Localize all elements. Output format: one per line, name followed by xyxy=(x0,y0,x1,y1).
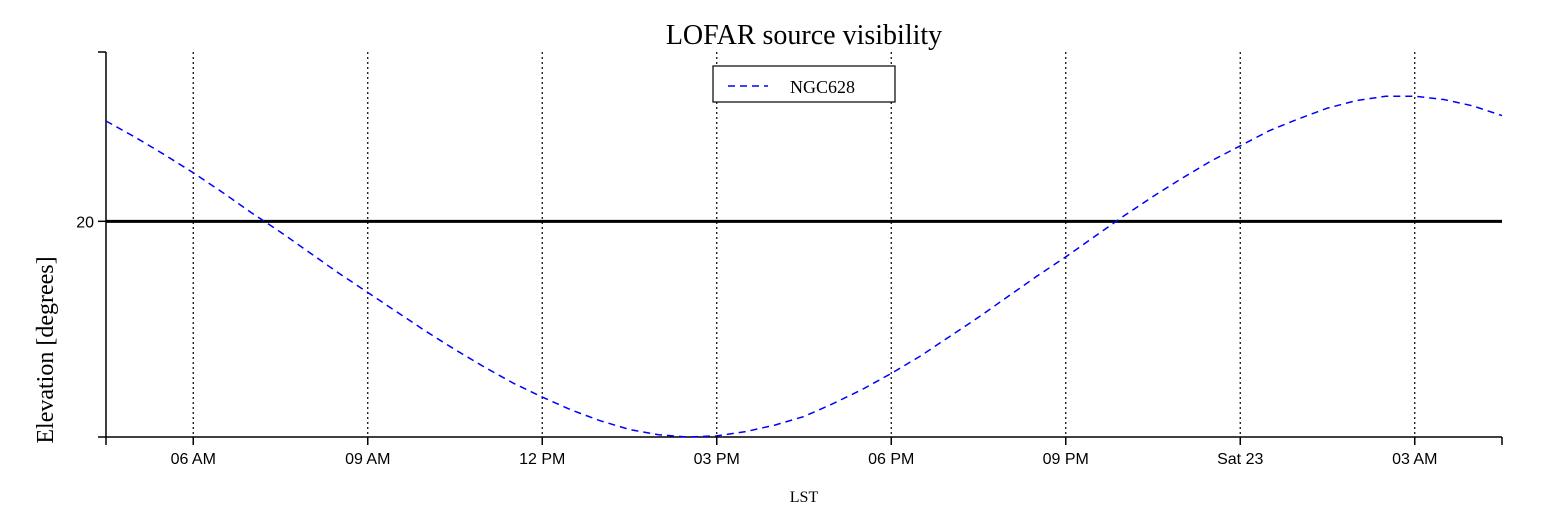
x-tick-label-5: 09 PM xyxy=(1043,451,1089,468)
vertical-gridlines xyxy=(192,52,1416,437)
x-tick-label-1: 09 AM xyxy=(345,451,390,468)
series-line-ngc628 xyxy=(105,95,1503,438)
legend-box xyxy=(712,65,896,103)
x-axis-label: LST xyxy=(790,489,819,506)
x-tick-label-0: 06 AM xyxy=(171,451,216,468)
series-lines xyxy=(105,95,1503,438)
legend: NGC628 xyxy=(712,65,896,103)
x-tick-label-2: 12 PM xyxy=(519,451,565,468)
chart-title: LOFAR source visibility xyxy=(666,20,942,51)
x-axis-ticks: 06 AM 09 AM 12 PM 03 PM 06 PM 09 PM Sat 23 03 A… xyxy=(171,437,1437,468)
x-tick-label-3: 03 PM xyxy=(694,451,740,468)
x-tick-label-7: 03 AM xyxy=(1392,451,1437,468)
legend-label-ngc628: NGC628 xyxy=(790,77,855,97)
y-axis-ticks: 20 xyxy=(76,214,106,231)
x-tick-label-4: 06 PM xyxy=(868,451,914,468)
y-axis-label: Elevation [degrees] xyxy=(33,256,59,443)
axes xyxy=(98,51,1503,445)
x-tick-label-6: Sat 23 xyxy=(1217,451,1263,468)
y-tick-label-0: 20 xyxy=(76,214,94,231)
